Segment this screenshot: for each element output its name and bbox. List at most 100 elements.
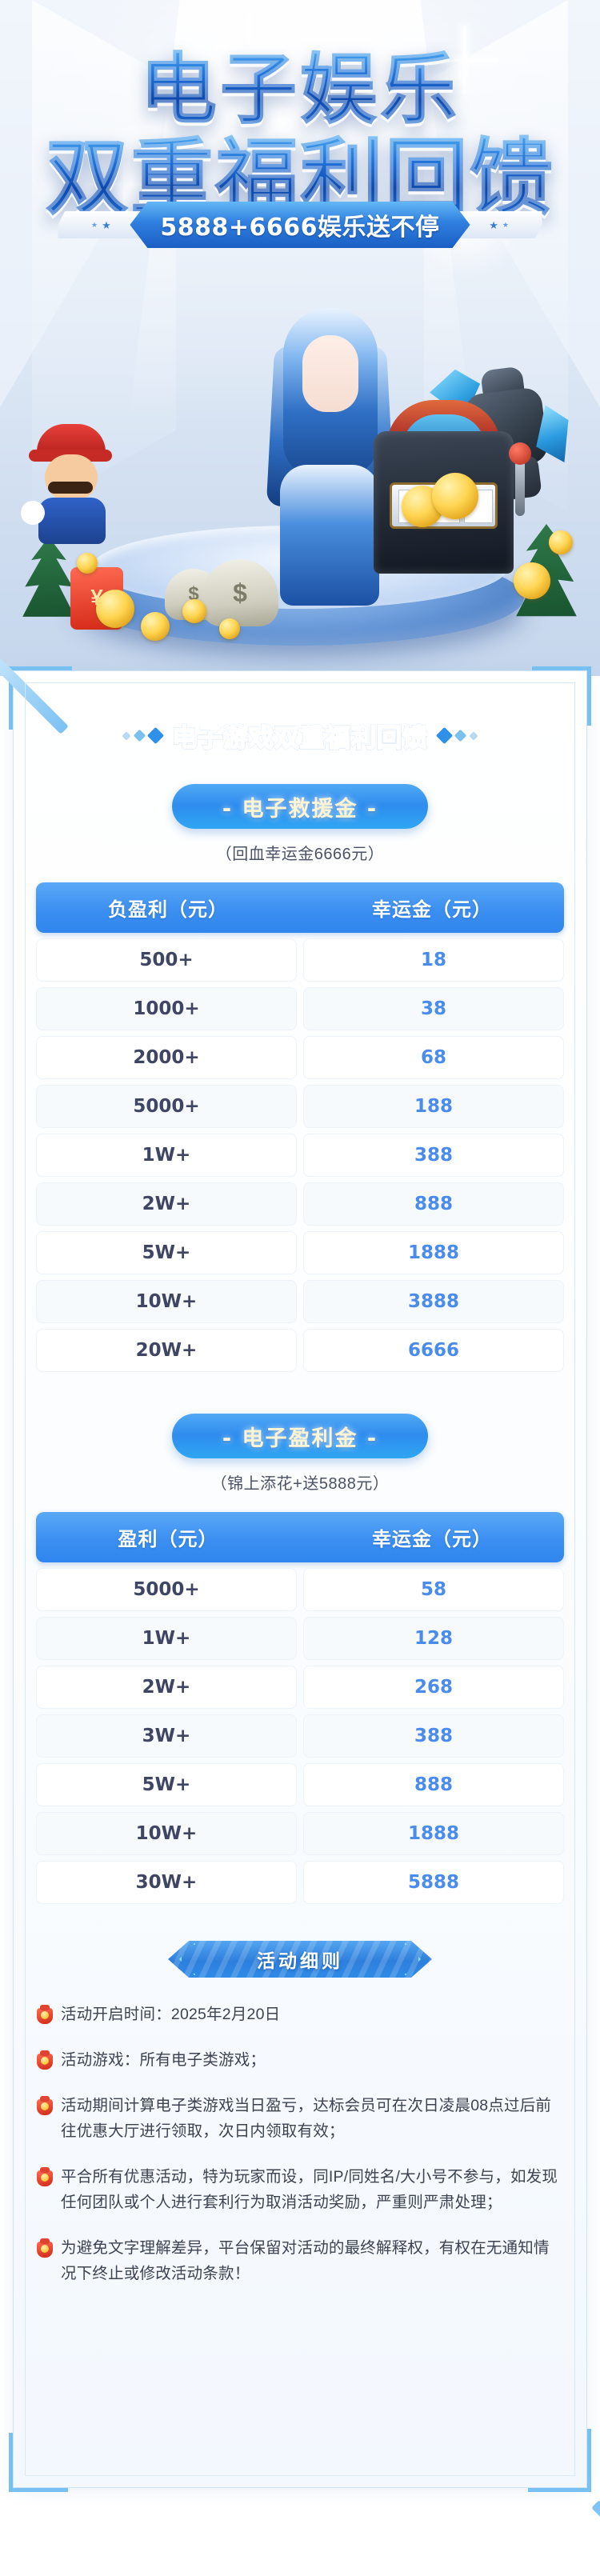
money-bag-bullet-icon [36, 2005, 54, 2026]
coin-icon [514, 562, 550, 599]
rule-item: 平合所有优惠活动，特为玩家而设，同IP/同姓名/大小号不参与，如发现任何团队或个… [36, 2164, 564, 2215]
coin-icon [77, 553, 98, 574]
rules-list: 活动开启时间：2025年2月20日 活动游戏：所有电子类游戏； 活动期间计算电子… [36, 2002, 564, 2286]
section-subnote-rescue-fund: （回血幸运金6666元） [215, 846, 385, 863]
table-column-header: 盈利（元） [118, 1528, 218, 1550]
table-cell-value: 1888 [303, 1231, 564, 1274]
table-cell-key: 30W+ [36, 1861, 297, 1904]
female-model-illustration [266, 308, 395, 606]
table-cell-value: 6666 [303, 1329, 564, 1372]
card-header-title: 电子游戏双重福利回馈 [171, 718, 429, 754]
table-cell-value: 388 [303, 1714, 564, 1758]
table-cell-value: 888 [303, 1182, 564, 1226]
table-row: 5W+ 888 [36, 1763, 564, 1806]
table-cell-value: 5888 [303, 1861, 564, 1904]
table-cell-key: 10W+ [36, 1812, 297, 1855]
table-cell-value: 188 [303, 1085, 564, 1128]
promotion-content-card: 电子游戏双重福利回馈 - 电子救援金 - （回血幸运金6666元） 负盈利（元）… [0, 658, 600, 2576]
section-pill-rescue-fund: - 电子救援金 - [172, 784, 428, 829]
section-pill-profit-fund: - 电子盈利金 - [172, 1414, 428, 1458]
rule-text: 活动期间计算电子类游戏当日盈亏，达标会员可在次日凌晨08点过后前往优惠大厅进行领… [61, 2097, 552, 2140]
coin-icon [96, 590, 134, 628]
table-row: 5000+ 58 [36, 1568, 564, 1611]
card-corner-diagonal-decoration [591, 2500, 600, 2576]
table-cell-value: 888 [303, 1763, 564, 1806]
section-pill-label: - 电子救援金 - [222, 796, 378, 822]
star-icon: ★ [502, 220, 509, 229]
table-cell-key: 5000+ [36, 1085, 297, 1128]
money-bag-bullet-icon [36, 2238, 54, 2259]
table-column-header: 负盈利（元） [108, 898, 228, 921]
mario-character-illustration [21, 424, 120, 544]
table-row: 2W+ 888 [36, 1182, 564, 1226]
table-cell-key: 5W+ [36, 1763, 297, 1806]
card-corner-top-right-decoration [532, 666, 591, 726]
rule-text: 活动游戏：所有电子类游戏； [61, 2051, 266, 2069]
star-icon: ★ [102, 218, 111, 231]
table-cell-key: 2W+ [36, 1182, 297, 1226]
table-cell-value: 1888 [303, 1812, 564, 1855]
table-cell-value: 58 [303, 1568, 564, 1611]
table-cell-key: 3W+ [36, 1714, 297, 1758]
money-bag-bullet-icon [36, 2096, 54, 2117]
coin-icon [219, 618, 240, 639]
diamond-ornament-left-icon [122, 726, 165, 745]
coin-icon [432, 473, 478, 519]
rule-text: 平合所有优惠活动，特为玩家而设，同IP/同姓名/大小号不参与，如发现任何团队或个… [61, 2168, 558, 2211]
table-cell-value: 38 [303, 987, 564, 1030]
rule-item: 活动游戏：所有电子类游戏； [36, 2047, 564, 2073]
table-cell-value: 128 [303, 1617, 564, 1660]
hero-title-line1: 电子娱乐 [0, 48, 600, 132]
table-cell-key: 1W+ [36, 1134, 297, 1177]
table-cell-key: 20W+ [36, 1329, 297, 1372]
hero-title-group: 电子娱乐 双重福利回馈 [0, 48, 600, 223]
table-cell-key: 10W+ [36, 1280, 297, 1323]
coin-icon [182, 599, 206, 623]
table-cell-key: 5W+ [36, 1231, 297, 1274]
rule-text: 为避免文字理解差异，平台保留对活动的最终解释权，有权在无通知情况下终止或修改活动… [61, 2239, 550, 2282]
table-row: 1W+ 388 [36, 1134, 564, 1177]
table-row: 2000+ 68 [36, 1036, 564, 1079]
table-row: 3W+ 388 [36, 1714, 564, 1758]
table-row: 10W+ 3888 [36, 1280, 564, 1323]
money-bag-bullet-icon [36, 2050, 54, 2071]
ribbon-main-banner: 5888+6666娱乐送不停 [130, 202, 470, 248]
star-icon: ★ [489, 218, 498, 231]
table-cell-key: 500+ [36, 938, 297, 982]
star-icon: ★ [91, 220, 98, 229]
table-row: 20W+ 6666 [36, 1329, 564, 1372]
table-row: 30W+ 5888 [36, 1861, 564, 1904]
rules-section-header: 活动细则 [168, 1941, 432, 1978]
table-cell-value: 68 [303, 1036, 564, 1079]
table-row: 2W+ 268 [36, 1666, 564, 1709]
table-row: 1W+ 128 [36, 1617, 564, 1660]
table-cell-key: 2000+ [36, 1036, 297, 1079]
rescue-fund-table: 负盈利（元） 幸运金（元） 500+ 18 1000+ 38 2000+ 68 … [36, 882, 564, 1372]
table-cell-value: 388 [303, 1134, 564, 1177]
table-header-row: 盈利（元） 幸运金（元） [36, 1512, 564, 1562]
ribbon-text: 5888+6666娱乐送不停 [160, 214, 440, 242]
table-cell-value: 18 [303, 938, 564, 982]
card-header-title-group: 电子游戏双重福利回馈 [14, 718, 586, 754]
rule-item: 活动开启时间：2025年2月20日 [36, 2002, 564, 2027]
hero-ribbon: ★ ★ 5888+6666娱乐送不停 ★ ★ [0, 202, 600, 248]
rule-item: 为避免文字理解差异，平台保留对活动的最终解释权，有权在无通知情况下终止或修改活动… [36, 2235, 564, 2286]
money-bag-bullet-icon [36, 2167, 54, 2188]
rules-header-label: 活动细则 [257, 1951, 343, 1972]
section-subnote-profit-fund: （锦上添花+送5888元） [210, 1475, 390, 1493]
hero-banner: 电子娱乐 双重福利回馈 ★ ★ 5888+6666娱乐送不停 ★ ★ [0, 0, 600, 676]
table-row: 5000+ 188 [36, 1085, 564, 1128]
coin-icon [141, 612, 170, 641]
table-cell-key: 1W+ [36, 1617, 297, 1660]
table-row: 5W+ 1888 [36, 1231, 564, 1274]
diamond-ornament-right-icon [435, 726, 478, 745]
table-header-row: 负盈利（元） 幸运金（元） [36, 882, 564, 933]
section-pill-label: - 电子盈利金 - [222, 1426, 378, 1451]
table-cell-key: 5000+ [36, 1568, 297, 1611]
table-column-header: 幸运金（元） [372, 1528, 492, 1550]
table-cell-key: 1000+ [36, 987, 297, 1030]
card-corner-bottom-left-decoration [9, 2433, 68, 2492]
table-row: 500+ 18 [36, 938, 564, 982]
table-cell-key: 2W+ [36, 1666, 297, 1709]
rule-item: 活动期间计算电子类游戏当日盈亏，达标会员可在次日凌晨08点过后前往优惠大厅进行领… [36, 2093, 564, 2144]
